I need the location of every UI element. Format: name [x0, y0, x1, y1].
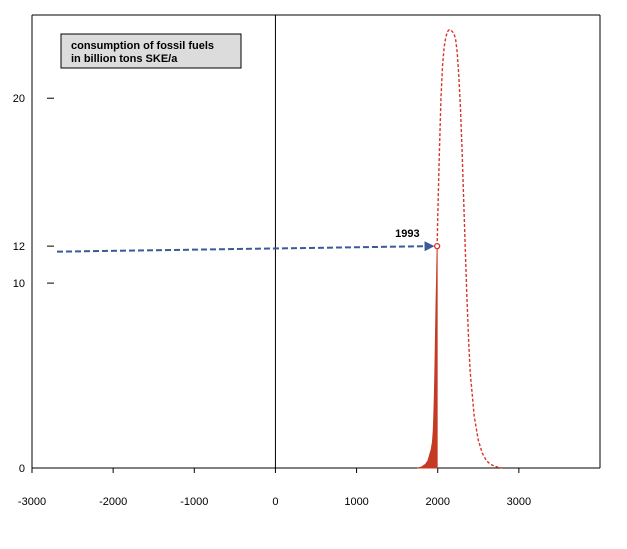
x-tick-label-2: -1000 — [180, 496, 208, 508]
series-layer — [417, 29, 503, 469]
legend-line-2: in billion tons SKE/a — [71, 53, 178, 65]
axes: -3000 -2000 -1000 0 1000 2000 3000 0 10 12 20 — [13, 14, 601, 508]
series-projection-line — [436, 29, 503, 469]
series-historical-area — [417, 246, 438, 469]
y-tick-label-2: 12 — [13, 241, 25, 253]
x-tick-label-4: 1000 — [344, 496, 368, 508]
y-tick-label-3: 20 — [13, 93, 25, 105]
x-tick-label-5: 2000 — [425, 496, 449, 508]
y-tick-label-1: 10 — [13, 278, 25, 290]
legend-box — [60, 33, 242, 69]
x-tick-label-6: 3000 — [507, 496, 531, 508]
annotation-layer: 1993 — [56, 228, 441, 253]
y-tick-label-0: 0 — [19, 463, 25, 475]
legend: consumption of fossil fuels in billion t… — [60, 33, 242, 69]
annotation-label-1993: 1993 — [395, 228, 419, 240]
x-tick-label-3: 0 — [272, 496, 278, 508]
x-tick-label-0: -3000 — [18, 496, 46, 508]
annotation-arrow — [56, 241, 435, 253]
legend-line-1: consumption of fossil fuels — [71, 40, 214, 52]
x-tick-label-1: -2000 — [99, 496, 127, 508]
annotation-point-1993 — [433, 242, 441, 250]
